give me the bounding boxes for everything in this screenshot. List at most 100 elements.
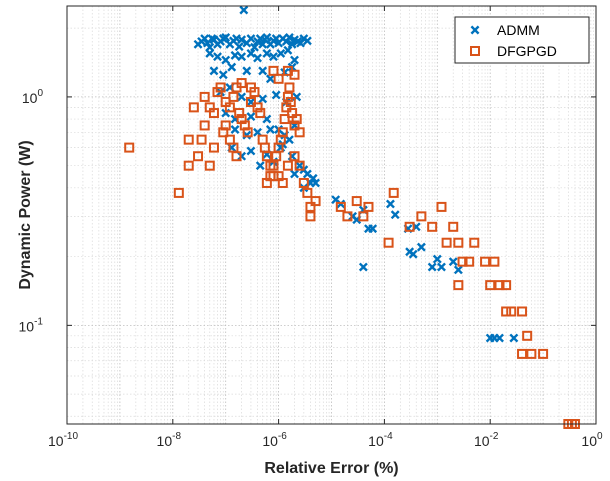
data-point-admm bbox=[237, 35, 247, 45]
legend-label-dfgpgd: DFGPGD bbox=[497, 43, 557, 59]
data-point-admm bbox=[253, 53, 262, 63]
grid-lines bbox=[66, 6, 596, 424]
data-point-admm bbox=[258, 39, 268, 49]
data-point-admm bbox=[271, 34, 281, 44]
data-point-dfgpgd bbox=[193, 151, 204, 162]
legend-marker-admm bbox=[470, 25, 480, 35]
data-point-dfgpgd bbox=[522, 330, 533, 341]
data-point-admm bbox=[269, 52, 278, 62]
data-point-admm bbox=[290, 169, 299, 179]
data-point-dfgpgd bbox=[485, 280, 496, 291]
data-point-admm bbox=[246, 48, 256, 58]
data-point-admm bbox=[284, 33, 294, 42]
data-point-admm bbox=[302, 36, 312, 46]
data-point-dfgpgd bbox=[289, 69, 300, 80]
data-point-admm bbox=[246, 112, 256, 122]
data-point-dfgpgd bbox=[208, 108, 219, 119]
data-point-dfgpgd bbox=[215, 82, 226, 93]
data-point-dfgpgd bbox=[277, 177, 288, 188]
data-point-admm bbox=[283, 45, 293, 55]
data-point-dfgpgd bbox=[291, 114, 302, 125]
data-point-dfgpgd bbox=[231, 151, 242, 162]
data-point-admm bbox=[246, 34, 256, 44]
data-point-dfgpgd bbox=[289, 120, 300, 131]
data-point-dfgpgd bbox=[279, 114, 290, 125]
data-point-admm bbox=[265, 74, 275, 84]
data-point-dfgpgd bbox=[538, 348, 549, 359]
data-point-admm bbox=[437, 262, 446, 272]
data-point-admm bbox=[239, 5, 249, 15]
data-point-dfgpgd bbox=[236, 78, 247, 89]
data-point-dfgpgd bbox=[277, 127, 288, 138]
data-point-dfgpgd bbox=[204, 160, 215, 171]
data-point-dfgpgd bbox=[268, 65, 279, 76]
data-point-dfgpgd bbox=[234, 108, 245, 119]
data-point-admm bbox=[230, 50, 240, 60]
data-point-dfgpgd bbox=[453, 280, 464, 291]
data-point-admm bbox=[453, 265, 463, 275]
data-point-admm bbox=[368, 224, 378, 234]
data-point-dfgpgd bbox=[199, 120, 210, 131]
data-point-dfgpgd bbox=[285, 96, 296, 107]
data-point-admm bbox=[495, 333, 504, 343]
data-point-admm bbox=[311, 178, 321, 188]
data-point-dfgpgd bbox=[282, 91, 293, 102]
data-point-dfgpgd bbox=[351, 196, 362, 207]
data-point-dfgpgd bbox=[448, 221, 459, 232]
data-point-admm bbox=[209, 66, 219, 76]
data-point-dfgpgd bbox=[239, 120, 250, 131]
data-point-dfgpgd bbox=[199, 91, 210, 102]
data-point-admm bbox=[234, 42, 244, 52]
data-point-admm bbox=[221, 55, 231, 65]
data-point-admm bbox=[265, 125, 275, 134]
legend-x-marker bbox=[470, 25, 480, 35]
data-point-dfgpgd bbox=[305, 211, 316, 222]
y-axis-label: Dynamic Power (W) bbox=[17, 140, 34, 289]
data-point-dfgpgd bbox=[469, 237, 480, 248]
data-point-dfgpgd bbox=[220, 120, 231, 131]
data-points bbox=[124, 5, 580, 429]
data-point-admm bbox=[290, 55, 299, 65]
data-point-dfgpgd bbox=[489, 256, 500, 267]
data-point-admm bbox=[405, 247, 415, 257]
data-point-dfgpgd bbox=[242, 127, 253, 138]
data-point-dfgpgd bbox=[224, 102, 235, 113]
data-point-admm bbox=[271, 90, 281, 100]
data-point-admm bbox=[200, 34, 210, 44]
data-point-admm bbox=[213, 52, 222, 62]
data-point-dfgpgd bbox=[404, 221, 415, 232]
data-point-dfgpgd bbox=[501, 280, 512, 291]
data-point-dfgpgd bbox=[436, 201, 447, 212]
data-point-admm bbox=[427, 262, 437, 272]
data-point-admm bbox=[336, 199, 346, 209]
x-axis-label: Relative Error (%) bbox=[264, 460, 398, 477]
legend-marker-dfgpgd bbox=[470, 46, 480, 56]
data-point-dfgpgd bbox=[261, 151, 272, 162]
data-point-admm bbox=[237, 92, 247, 102]
data-point-dfgpgd bbox=[268, 160, 279, 171]
data-point-admm bbox=[218, 70, 228, 80]
data-point-admm bbox=[262, 48, 272, 58]
data-point-dfgpgd bbox=[282, 160, 293, 171]
plot-frame bbox=[66, 5, 597, 425]
data-point-dfgpgd bbox=[453, 237, 464, 248]
data-point-dfgpgd bbox=[335, 201, 346, 212]
data-point-dfgpgd bbox=[363, 201, 374, 212]
data-point-dfgpgd bbox=[441, 237, 452, 248]
data-point-dfgpgd bbox=[506, 306, 517, 317]
data-point-dfgpgd bbox=[294, 127, 305, 138]
data-point-admm bbox=[385, 199, 395, 209]
data-point-dfgpgd bbox=[427, 221, 438, 232]
data-point-dfgpgd bbox=[358, 211, 369, 222]
data-point-dfgpgd bbox=[302, 187, 313, 198]
data-point-dfgpgd bbox=[517, 348, 528, 359]
data-point-admm bbox=[390, 210, 400, 220]
data-point-admm bbox=[448, 257, 458, 267]
data-point-admm bbox=[416, 242, 426, 252]
data-point-dfgpgd bbox=[457, 256, 468, 267]
data-point-dfgpgd bbox=[252, 102, 263, 113]
legend-square-marker bbox=[470, 46, 480, 56]
plot-area bbox=[67, 6, 596, 424]
